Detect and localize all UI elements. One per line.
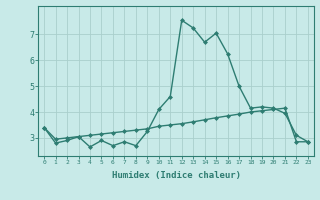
X-axis label: Humidex (Indice chaleur): Humidex (Indice chaleur) bbox=[111, 171, 241, 180]
